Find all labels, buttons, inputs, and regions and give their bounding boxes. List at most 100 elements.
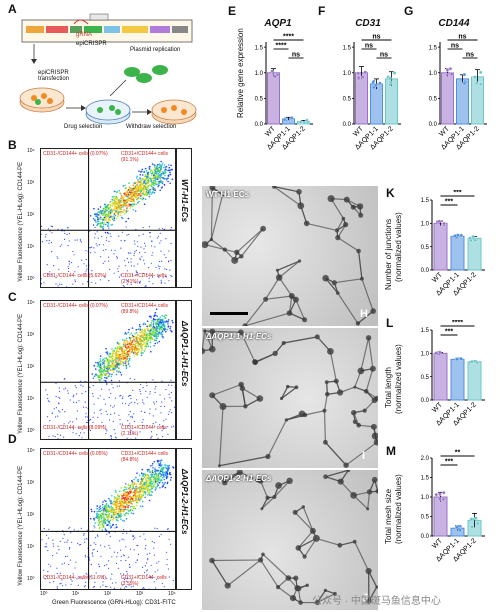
facs-point	[107, 375, 109, 378]
facs-point	[156, 315, 159, 318]
facs-point	[91, 510, 93, 513]
facs-point	[108, 227, 110, 229]
facs-point	[150, 431, 153, 433]
facs-point	[143, 343, 145, 345]
facs-point	[134, 336, 137, 338]
facs-point	[166, 558, 168, 560]
facs-point	[115, 504, 117, 506]
facs-point	[154, 164, 156, 167]
facs-point	[131, 205, 134, 208]
facs-point	[133, 348, 136, 350]
vessel-segment	[368, 570, 378, 588]
cell-cluster	[323, 588, 327, 592]
cell-cluster	[203, 329, 207, 333]
facs-xtick: 10²	[104, 591, 112, 597]
facs-point	[129, 348, 131, 350]
facs-point	[149, 471, 151, 473]
facs-point	[94, 233, 96, 235]
facs-point	[93, 510, 96, 513]
facs-point	[126, 207, 128, 209]
facs-point	[118, 370, 120, 372]
facs-point	[132, 192, 135, 195]
facs-point	[122, 339, 124, 341]
facs-point	[147, 328, 150, 331]
data-point	[270, 69, 274, 73]
gate-lr-d: CD31+/CD144- cells (3.55%)	[121, 575, 167, 587]
facs-point	[57, 589, 58, 590]
facs-point	[124, 343, 126, 346]
facs-point	[149, 324, 152, 326]
facs-point	[126, 505, 129, 507]
facs-point	[123, 192, 126, 195]
vessel-segment	[273, 480, 291, 498]
facs-point	[114, 249, 116, 251]
facs-point	[118, 201, 121, 203]
facs-point	[100, 413, 102, 415]
facs-point	[80, 240, 82, 242]
facs-point	[124, 212, 126, 215]
facs-point	[109, 268, 111, 270]
facs-point	[141, 178, 144, 180]
facs-point	[138, 235, 140, 237]
facs-xtick: 10³	[136, 591, 144, 597]
facs-point	[141, 468, 144, 471]
facs-point	[149, 478, 152, 480]
facs-point	[110, 375, 113, 378]
facs-point	[41, 282, 42, 285]
facs-point	[153, 334, 156, 336]
facs-point	[85, 265, 87, 267]
facs-point	[94, 237, 96, 239]
facs-point	[90, 508, 93, 511]
facs-point	[149, 171, 152, 173]
y-tick-label: 0.0	[343, 122, 352, 128]
facs-point	[75, 402, 77, 404]
facs-point	[141, 340, 143, 342]
vessel-segment	[240, 331, 256, 363]
facs-point	[122, 508, 124, 511]
facs-point	[131, 498, 133, 501]
facs-point	[56, 586, 58, 588]
facs-point	[125, 361, 128, 363]
facs-point	[149, 393, 151, 395]
facs-point	[111, 519, 114, 521]
cell-cluster	[371, 432, 378, 440]
facs-point	[96, 213, 98, 215]
facs-point	[106, 506, 109, 508]
facs-point	[158, 466, 160, 469]
facs-point	[146, 325, 148, 328]
facs-point	[166, 268, 168, 270]
facs-point	[141, 348, 144, 351]
facs-point	[145, 179, 148, 181]
facs-point	[162, 467, 165, 469]
facs-point	[111, 373, 113, 376]
cell-cluster	[365, 335, 372, 341]
facs-point	[104, 505, 106, 508]
facs-point	[147, 494, 149, 496]
facs-point	[169, 269, 171, 271]
facs-point	[122, 217, 124, 220]
cell-cluster	[209, 557, 215, 564]
facs-point	[133, 187, 135, 190]
facs-point	[139, 174, 141, 176]
facs-point	[147, 180, 150, 182]
bar	[441, 72, 454, 125]
facs-point	[94, 219, 96, 221]
facs-point	[93, 586, 96, 588]
facs-point	[124, 490, 126, 493]
facs-point	[67, 226, 69, 229]
facs-point	[100, 373, 102, 375]
facs-point	[99, 279, 101, 281]
facs-point	[133, 535, 135, 537]
vessel-segment	[297, 584, 308, 589]
data-point	[469, 517, 474, 521]
facs-point	[149, 177, 151, 179]
facs-ytick: 10⁴	[27, 148, 35, 154]
facs-point	[134, 340, 136, 343]
facs-point	[158, 535, 160, 537]
facs-point	[103, 216, 106, 219]
facs-point	[134, 499, 137, 502]
micrograph-j-letter: J	[362, 592, 369, 604]
data-point	[449, 72, 454, 76]
facs-point	[77, 542, 79, 544]
